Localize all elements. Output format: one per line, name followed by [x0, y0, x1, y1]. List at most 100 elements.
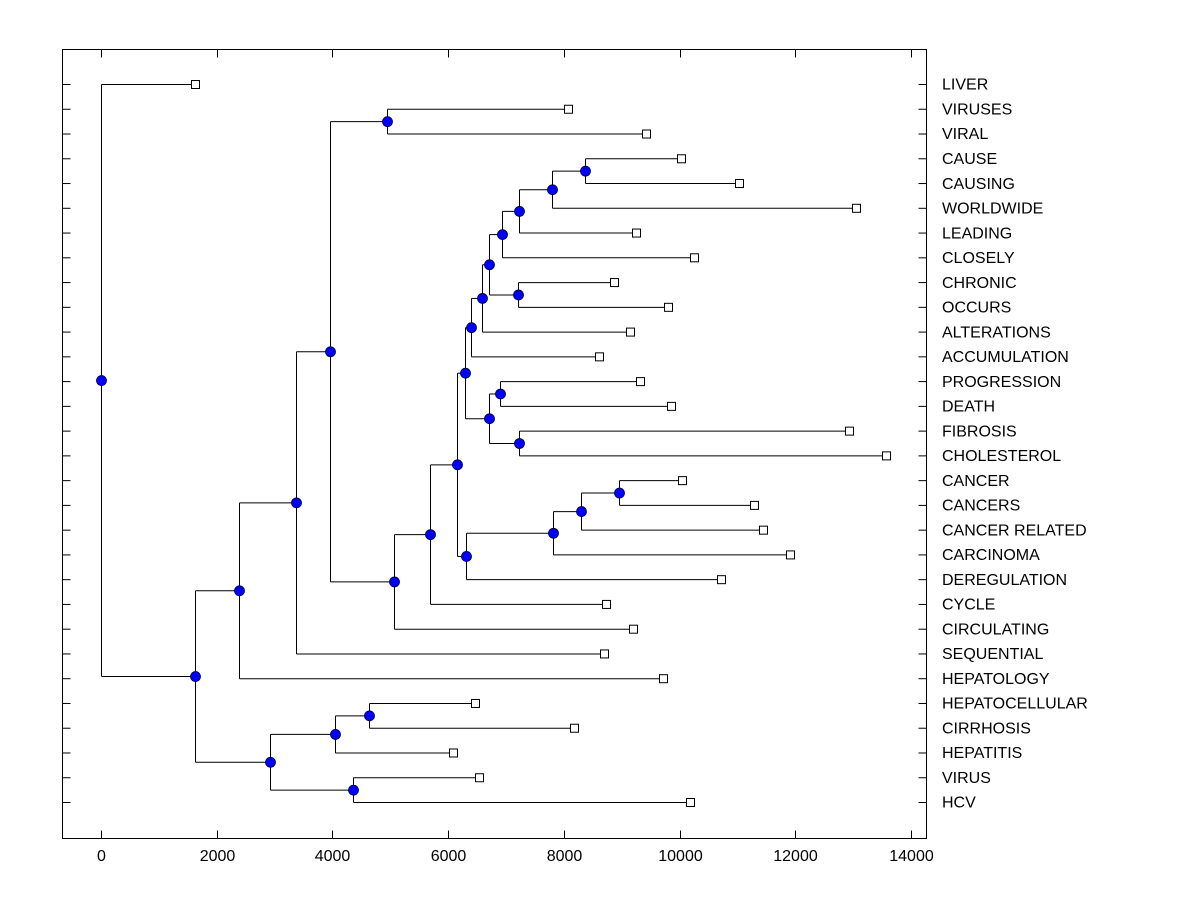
- leaf-marker: [786, 550, 795, 560]
- leaf-marker: [471, 698, 480, 708]
- cluster-node: [389, 576, 400, 588]
- leaf-marker: [852, 203, 861, 213]
- cluster-node: [460, 367, 471, 379]
- leaf-label: CAUSE: [942, 151, 997, 168]
- leaf-label: CYCLE: [942, 597, 995, 614]
- leaf-labels: LIVER VIRUSES VIRAL CAUSE CAUSING WORLDWIDE LE…: [942, 77, 1088, 812]
- leaf-label: HEPATITIS: [942, 745, 1022, 762]
- cluster-node: [348, 784, 359, 796]
- leaf-marker: [642, 129, 651, 139]
- cluster-node: [514, 438, 525, 449]
- leaf-marker: [690, 253, 699, 263]
- x-tick-label: 0: [97, 848, 106, 865]
- node-markers: [96, 116, 625, 796]
- leaf-marker: [626, 327, 635, 337]
- leaf-label: CIRRHOSIS: [942, 720, 1031, 737]
- leaf-marker: [449, 748, 458, 758]
- cluster-node: [548, 527, 559, 539]
- leaf-label: CARCINOMA: [942, 547, 1040, 564]
- x-tick-label: 4000: [315, 848, 351, 865]
- leaf-marker: [717, 575, 726, 585]
- leaf-label: WORLDWIDE: [942, 201, 1043, 218]
- leaf-label: ACCUMULATION: [942, 349, 1069, 366]
- cluster-node: [484, 259, 495, 271]
- cluster-node: [425, 529, 436, 541]
- leaf-label: CANCER RELATED: [942, 522, 1087, 539]
- cluster-node: [461, 551, 472, 562]
- cluster-node: [234, 585, 245, 597]
- leaf-marker: [600, 649, 609, 659]
- cluster-node: [325, 346, 336, 358]
- leaf-marker: [667, 401, 676, 411]
- leaf-marker: [475, 773, 484, 783]
- leaf-marker: [750, 500, 759, 510]
- x-axis-tick-labels: 0 2000 4000 6000 8000 10000 12000 14000: [97, 848, 934, 865]
- leaf-marker: [678, 476, 687, 486]
- leaf-label: CAUSING: [942, 176, 1015, 193]
- leaf-marker: [570, 723, 579, 733]
- cluster-node: [330, 729, 341, 740]
- cluster-node: [364, 710, 375, 722]
- leaf-marker: [564, 104, 573, 114]
- leaf-label: CLOSELY: [942, 250, 1015, 267]
- leaf-marker: [882, 451, 891, 461]
- leaf-label: HEPATOLOGY: [942, 671, 1050, 688]
- leaf-marker: [677, 154, 686, 164]
- cluster-node: [495, 388, 506, 400]
- x-tick-label: 6000: [431, 848, 467, 865]
- cluster-node: [497, 229, 508, 240]
- cluster-node: [514, 205, 525, 217]
- dendrogram-branches: [101, 84, 887, 803]
- leaf-marker: [191, 80, 200, 89]
- leaf-markers: [191, 80, 891, 807]
- leaf-label: CIRCULATING: [942, 621, 1049, 638]
- leaf-label: DEATH: [942, 399, 995, 416]
- x-tick-label: 8000: [547, 848, 583, 865]
- leaf-marker: [735, 179, 744, 189]
- leaf-marker: [595, 352, 604, 362]
- leaf-label: CANCERS: [942, 498, 1020, 515]
- leaf-label: DEREGULATION: [942, 572, 1067, 589]
- leaf-marker: [632, 228, 641, 238]
- cluster-node: [466, 322, 477, 334]
- leaf-label: LIVER: [942, 77, 988, 94]
- cluster-node: [547, 184, 558, 196]
- x-tick-label: 2000: [200, 848, 236, 865]
- leaf-marker: [636, 377, 645, 387]
- leaf-label: HCV: [942, 795, 976, 812]
- cluster-node: [580, 165, 591, 177]
- cluster-node: [96, 375, 107, 386]
- leaf-marker: [659, 674, 668, 684]
- cluster-node: [484, 413, 495, 425]
- plot-frame: [62, 49, 927, 839]
- leaf-label: PROGRESSION: [942, 374, 1061, 391]
- leaf-label: FIBROSIS: [942, 423, 1017, 440]
- leaf-marker: [610, 278, 619, 288]
- leaf-marker: [629, 624, 638, 634]
- leaf-marker: [664, 302, 673, 312]
- axis-ticks: [62, 49, 927, 839]
- leaf-label: LEADING: [942, 225, 1012, 242]
- leaf-label: OCCURS: [942, 300, 1011, 317]
- x-tick-label: 10000: [658, 848, 703, 865]
- leaf-marker: [686, 798, 695, 807]
- cluster-node: [576, 506, 587, 517]
- cluster-node: [614, 487, 625, 499]
- leaf-marker: [845, 426, 854, 436]
- leaf-label: SEQUENTIAL: [942, 646, 1043, 663]
- leaf-label: CANCER: [942, 473, 1010, 490]
- cluster-node: [382, 116, 393, 128]
- cluster-node: [452, 459, 463, 471]
- leaf-marker: [602, 599, 611, 609]
- leaf-label: VIRUSES: [942, 101, 1012, 118]
- leaf-label: HEPATOCELLULAR: [942, 696, 1088, 713]
- leaf-label: CHRONIC: [942, 275, 1017, 292]
- leaf-label: ALTERATIONS: [942, 324, 1051, 341]
- leaf-label: VIRUS: [942, 770, 991, 787]
- leaf-label: CHOLESTEROL: [942, 448, 1061, 465]
- cluster-node: [477, 293, 488, 304]
- x-tick-label: 14000: [889, 848, 934, 865]
- leaf-label: VIRAL: [942, 126, 988, 143]
- cluster-node: [265, 756, 276, 768]
